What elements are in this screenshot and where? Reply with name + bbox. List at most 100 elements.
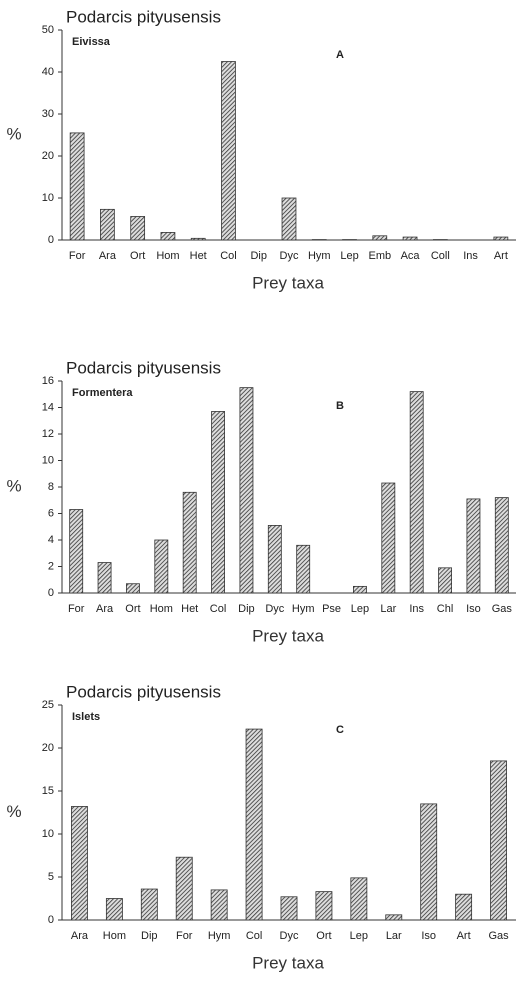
y-tick-label: 12 [42, 428, 54, 440]
bar [296, 544, 311, 594]
x-tick-label: Lar [380, 603, 396, 615]
bar [69, 132, 85, 241]
y-tick-label: 0 [48, 914, 54, 926]
x-tick-label: Lar [386, 930, 402, 942]
y-tick-label: 5 [48, 871, 54, 883]
x-tick-label: Hom [156, 250, 179, 262]
bar [69, 509, 84, 594]
x-tick-label: Het [181, 603, 198, 615]
x-tick-label: Col [246, 930, 263, 942]
x-tick-label: Ins [409, 603, 424, 615]
x-tick-label: Ort [316, 930, 331, 942]
chart-title: Podarcis pityusensis [66, 358, 221, 377]
y-tick-label: 20 [42, 742, 54, 754]
bar [490, 760, 507, 921]
x-tick-label: For [176, 930, 193, 942]
panel-label: C [336, 724, 344, 736]
y-axis-label: % [6, 124, 21, 143]
x-tick-label: Het [190, 250, 207, 262]
x-tick-label: Dyc [265, 603, 284, 615]
x-tick-label: Chl [437, 603, 454, 615]
x-tick-label: Emb [368, 250, 391, 262]
x-tick-label: Dip [238, 603, 255, 615]
bar [267, 525, 282, 594]
chart-title: Podarcis pityusensis [66, 7, 221, 26]
bar [409, 391, 424, 594]
bar [494, 497, 509, 594]
x-tick-label: Hom [103, 930, 126, 942]
chart-title: Podarcis pityusensis [66, 682, 221, 701]
x-tick-label: Iso [421, 930, 436, 942]
bar [175, 856, 193, 921]
x-tick-label: Ort [125, 603, 140, 615]
x-tick-label: Iso [466, 603, 481, 615]
panel-label: B [336, 400, 344, 412]
y-tick-label: 50 [42, 24, 54, 36]
y-tick-label: 4 [48, 534, 54, 546]
y-tick-label: 40 [42, 66, 54, 78]
x-tick-label: Lep [351, 603, 369, 615]
bar [455, 893, 473, 921]
x-tick-label: Ort [130, 250, 145, 262]
y-tick-label: 10 [42, 454, 54, 466]
y-tick-label: 16 [42, 375, 54, 387]
x-tick-label: Coll [431, 250, 450, 262]
x-axis-label: Prey taxa [252, 626, 324, 645]
x-tick-label: Hym [308, 250, 331, 262]
chart: Podarcis pityusensis Formentera B% Prey tax… [6, 358, 516, 645]
bar [493, 236, 509, 241]
bar [126, 583, 140, 594]
bar [221, 61, 236, 241]
y-tick-label: 14 [42, 401, 54, 413]
x-tick-label: Dyc [280, 930, 299, 942]
bar [190, 237, 206, 241]
y-tick-label: 10 [42, 192, 54, 204]
bar [97, 562, 112, 594]
x-tick-label: Col [210, 603, 227, 615]
x-tick-label: Lep [340, 250, 358, 262]
bar [140, 888, 158, 921]
bar [372, 235, 388, 241]
x-tick-label: Ara [99, 250, 117, 262]
bar [71, 806, 88, 921]
y-tick-label: 0 [48, 234, 54, 246]
panel-label: A [336, 49, 344, 61]
y-tick-label: 0 [48, 587, 54, 599]
chart-subtitle: Formentera [72, 387, 133, 399]
bar [353, 585, 367, 594]
chart: Podarcis pityusensis Eivissa A% Prey taxa 0 1… [6, 7, 516, 292]
bar [211, 411, 225, 594]
chart: Podarcis pityusensis Islets C% Prey taxa 0 5 1… [6, 682, 516, 972]
x-tick-label: For [69, 250, 86, 262]
x-tick-label: For [68, 603, 85, 615]
y-tick-label: 6 [48, 507, 54, 519]
x-tick-label: Dyc [280, 250, 299, 262]
y-tick-label: 10 [42, 828, 54, 840]
x-tick-label: Hym [292, 603, 315, 615]
bar [420, 803, 438, 921]
bar [385, 914, 403, 921]
x-tick-label: Ara [71, 930, 89, 942]
x-tick-label: Col [220, 250, 237, 262]
x-tick-label: Art [494, 250, 508, 262]
x-tick-label: Hym [208, 930, 231, 942]
y-tick-label: 20 [42, 150, 54, 162]
x-tick-label: Ara [96, 603, 114, 615]
bar [245, 728, 263, 921]
bar [130, 216, 146, 241]
bar [210, 889, 228, 921]
x-tick-label: Art [457, 930, 471, 942]
y-tick-label: 25 [42, 699, 54, 711]
y-axis-label: % [6, 802, 21, 821]
x-tick-label: Pse [322, 603, 341, 615]
bar [100, 208, 115, 241]
x-tick-label: Aca [401, 250, 421, 262]
chart-subtitle: Eivissa [72, 36, 111, 48]
bar [160, 232, 176, 241]
x-tick-label: Lep [350, 930, 368, 942]
y-tick-label: 2 [48, 560, 54, 572]
bar [239, 387, 254, 594]
bar [402, 236, 418, 241]
bar [350, 877, 368, 921]
